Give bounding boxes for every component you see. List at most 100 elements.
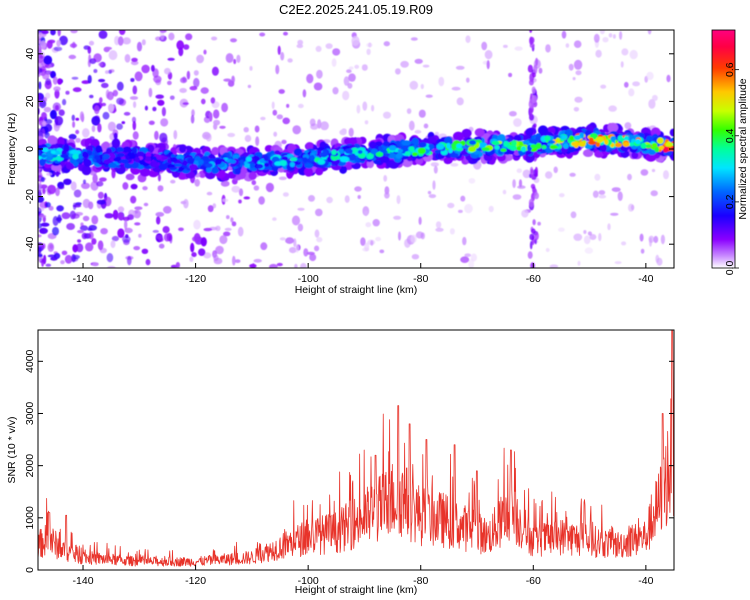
spectrogram-speck bbox=[97, 240, 104, 251]
spectrogram-speck bbox=[569, 172, 576, 177]
spectrogram-ridge-blob bbox=[569, 135, 575, 141]
spectrogram-speck bbox=[124, 54, 131, 63]
spectrogram-speck bbox=[409, 80, 419, 90]
spectrogram-speck bbox=[273, 131, 278, 137]
snr-background bbox=[38, 330, 674, 570]
spectrogram-speck bbox=[508, 72, 513, 78]
spectrogram-speck bbox=[430, 162, 439, 167]
spectrogram-speck bbox=[558, 227, 565, 232]
spectrogram-speck bbox=[583, 235, 591, 245]
spectrogram-ridge-blob bbox=[249, 163, 255, 169]
spectrogram-ridge-blob bbox=[47, 135, 57, 146]
spectrogram-ridge-blob bbox=[418, 142, 427, 148]
spectrogram-ridge-blob bbox=[547, 140, 556, 144]
spectrogram-speck bbox=[346, 69, 352, 74]
spectrogram-speck bbox=[428, 194, 437, 199]
spectrogram-speck bbox=[260, 116, 266, 121]
spectrogram-speck bbox=[108, 103, 114, 113]
spectrogram-speck bbox=[573, 107, 580, 112]
spectrogram-ridge-blob bbox=[511, 140, 517, 147]
spectrogram-ridge-blob bbox=[234, 167, 241, 175]
spectrogram-speck bbox=[132, 85, 138, 95]
spectrogram-speck bbox=[38, 207, 45, 212]
spectrogram-speck bbox=[45, 78, 52, 86]
spectrogram-ridge-blob bbox=[145, 151, 152, 158]
spectrogram-speck bbox=[285, 237, 295, 244]
spectrogram-speck bbox=[117, 36, 124, 46]
spectrogram-speck bbox=[292, 125, 302, 135]
spectrogram-ridge-blob bbox=[170, 157, 178, 163]
spectrogram-speck bbox=[170, 179, 176, 184]
spectrogram-speck bbox=[77, 239, 82, 243]
spectrogram-ridge-blob bbox=[549, 145, 558, 149]
spectrogram-speck bbox=[366, 48, 371, 55]
spectrogram-speck bbox=[169, 234, 173, 244]
spectrogram-speck bbox=[468, 178, 476, 184]
spectrogram-ridge-blob bbox=[357, 152, 366, 159]
spectrogram-speck bbox=[348, 73, 356, 82]
spectrogram-speck bbox=[104, 46, 112, 51]
spectrogram-speck bbox=[612, 34, 616, 39]
spectrogram-speck bbox=[231, 185, 241, 193]
spectrogram-speck bbox=[375, 236, 381, 242]
spectrogram-speck bbox=[198, 248, 206, 256]
snr-x-label: Height of straight line (km) bbox=[295, 584, 418, 596]
spectrogram-speck bbox=[157, 173, 161, 182]
spectrogram-speck bbox=[57, 30, 61, 37]
spectrogram-speck bbox=[75, 129, 80, 135]
spectrogram-speck bbox=[134, 206, 143, 210]
spectrogram-speck bbox=[133, 246, 141, 251]
spectrogram-speck bbox=[614, 261, 622, 265]
spectrogram-speck bbox=[568, 63, 574, 71]
spectrogram-speck bbox=[206, 191, 213, 196]
spectrogram-speck bbox=[528, 79, 534, 86]
spectrogram-speck bbox=[122, 235, 131, 243]
spectrogram-speck bbox=[148, 87, 153, 98]
spectrogram-speck bbox=[516, 168, 522, 173]
spectrogram-speck bbox=[124, 219, 128, 230]
spectrogram-speck bbox=[302, 89, 307, 98]
spectrogram-speck bbox=[287, 58, 293, 63]
spectrogram-speck bbox=[423, 123, 429, 129]
spectrogram-ridge-blob bbox=[607, 122, 619, 133]
spectrogram-speck bbox=[233, 58, 237, 65]
spectrogram-speck bbox=[158, 243, 165, 249]
spectrogram-ridge-blob bbox=[296, 158, 304, 163]
spectrogram-speck bbox=[265, 182, 274, 193]
spectrogram-speck bbox=[93, 53, 102, 63]
spectrogram-speck bbox=[157, 99, 165, 106]
spectrogram-speck bbox=[458, 209, 463, 213]
spectrogram-ridge-blob bbox=[117, 153, 125, 158]
spectrogram-speck bbox=[427, 190, 432, 195]
spectrogram-speck bbox=[253, 258, 262, 263]
spectrogram-speck bbox=[260, 242, 268, 251]
spectrogram-speck bbox=[379, 249, 385, 254]
spectrogram-speck bbox=[56, 205, 64, 212]
spectrogram-speck bbox=[141, 64, 150, 74]
spectrogram-speck bbox=[189, 256, 194, 263]
spectrogram-ridge-blob bbox=[134, 156, 140, 163]
spectrogram-ridge-blob bbox=[281, 156, 289, 161]
spectrogram-speck bbox=[648, 99, 656, 109]
spectrogram-speck bbox=[530, 168, 534, 178]
spectrogram-speck bbox=[343, 76, 350, 86]
spectrogram-speck bbox=[96, 199, 106, 205]
spectrogram-speck bbox=[169, 95, 175, 100]
spectrogram-speck bbox=[110, 240, 116, 248]
spectrogram-speck bbox=[628, 88, 635, 97]
spectrogram-speck bbox=[383, 111, 391, 119]
spectrogram-ridge-blob bbox=[654, 146, 660, 153]
spectrogram-speck bbox=[594, 173, 601, 181]
spectrogram-speck bbox=[109, 69, 115, 73]
spectrogram-speck bbox=[219, 235, 228, 245]
spectrogram-panel: -140 -120 -100 -80 -60 -40 -40 -20 0 20 40 Height… bbox=[6, 29, 675, 296]
spectrogram-speck bbox=[164, 67, 171, 75]
spectrogram-speck bbox=[258, 196, 265, 205]
spectrogram-speck bbox=[134, 71, 143, 82]
spectrogram-speck bbox=[117, 228, 125, 238]
spectrogram-speck bbox=[316, 237, 323, 243]
spectrogram-speck bbox=[533, 64, 538, 75]
spectrogram-speck bbox=[518, 179, 523, 188]
spectrogram-speck bbox=[537, 221, 541, 226]
spectrogram-speck bbox=[332, 87, 339, 95]
